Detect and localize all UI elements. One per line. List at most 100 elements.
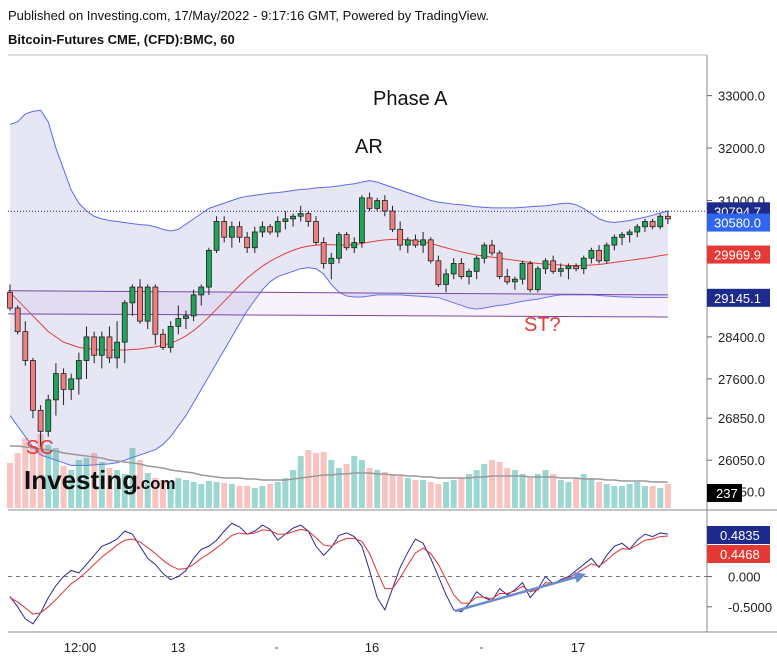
volume-bar xyxy=(443,482,450,508)
price-tag xyxy=(707,245,770,264)
candle-body xyxy=(512,278,518,283)
candle-body xyxy=(573,265,579,270)
candle-body xyxy=(343,234,350,249)
candle-body xyxy=(420,239,427,246)
volume-bar xyxy=(274,482,281,508)
volume-bar xyxy=(473,470,480,508)
volume-bar xyxy=(14,453,21,508)
volume-bar xyxy=(641,486,648,508)
volume-bar xyxy=(557,480,564,508)
x-tick-label: 12:00 xyxy=(64,640,97,655)
volume-bar xyxy=(626,484,633,508)
volume-bar xyxy=(320,452,327,508)
volume-bar xyxy=(121,474,128,508)
y-tick-label: 26050.0 xyxy=(718,453,765,468)
volume-bar xyxy=(366,468,373,508)
candle-body xyxy=(313,221,319,243)
candle-body xyxy=(596,249,602,262)
volume-bar xyxy=(305,450,312,508)
candle-body xyxy=(244,236,251,249)
candle-body xyxy=(358,197,365,243)
support-lines xyxy=(7,290,668,318)
logo-suffix: .com xyxy=(136,474,176,493)
candle-body xyxy=(381,200,388,212)
osc-tag xyxy=(707,545,770,563)
candle-body xyxy=(527,263,534,291)
price-tag-label: 30580.0 xyxy=(714,216,761,231)
volume-bar xyxy=(496,462,503,508)
candle-body xyxy=(282,218,289,222)
volume-bar xyxy=(649,486,656,508)
candle-body xyxy=(251,231,258,249)
volume-bar xyxy=(22,438,29,508)
volume-bar xyxy=(175,478,182,508)
volume-bar xyxy=(98,462,105,508)
volume-bar xyxy=(152,478,159,508)
volume-bar xyxy=(251,488,258,508)
candle-body xyxy=(91,336,98,356)
candle-body xyxy=(152,286,159,335)
y-tick-label: 33000.0 xyxy=(718,89,765,104)
volume-bar xyxy=(542,470,549,508)
candle-body xyxy=(550,260,557,272)
candle-body xyxy=(198,286,205,296)
price-tag xyxy=(707,288,770,307)
candle-body xyxy=(458,263,465,277)
candle-body xyxy=(267,226,274,233)
volume-bar xyxy=(221,483,228,508)
osc-tag-label: 0.4835 xyxy=(720,528,760,543)
bollinger-fill xyxy=(10,110,668,466)
candle-body xyxy=(435,260,442,285)
candle-body xyxy=(374,200,381,209)
candle-body xyxy=(183,315,189,319)
candle-body xyxy=(389,210,396,230)
volume-bar xyxy=(68,470,75,508)
volume-bar xyxy=(37,434,44,508)
volume-bar xyxy=(381,472,388,508)
volume-bar xyxy=(144,473,151,508)
candle-body xyxy=(611,236,618,246)
volume-bar xyxy=(29,446,36,508)
volume-bar xyxy=(435,484,442,508)
osc-tick-label: -0.5000 xyxy=(728,600,772,615)
candle-body xyxy=(397,228,404,246)
volume-bar xyxy=(611,486,618,508)
candle-body xyxy=(427,239,434,262)
candle-body xyxy=(236,226,243,238)
candle-body xyxy=(542,260,549,270)
candle-body xyxy=(30,360,36,411)
candle-body xyxy=(144,286,151,322)
axes: 33000.032000.031000.028400.027600.026850… xyxy=(64,89,772,655)
volume-bar xyxy=(412,480,419,508)
candle-body xyxy=(565,265,572,270)
volume-bar xyxy=(328,460,335,508)
volume-bar xyxy=(389,474,396,508)
volume-bar xyxy=(7,463,13,508)
volume-bar xyxy=(534,474,541,508)
x-tick-label: 16 xyxy=(365,640,379,655)
candle-body xyxy=(634,226,641,233)
candle-body xyxy=(83,336,90,361)
candle-body xyxy=(106,336,113,359)
candle-body xyxy=(160,333,166,348)
volume-bar xyxy=(603,484,610,508)
candle-body xyxy=(351,242,358,249)
candle-body xyxy=(649,221,656,228)
x-tick-label: 17 xyxy=(571,640,585,655)
candle-body xyxy=(53,373,59,401)
candle-body xyxy=(450,263,457,275)
candle-body xyxy=(228,226,235,238)
candle-body xyxy=(481,244,488,259)
volume-bar xyxy=(481,464,488,508)
volume-bar xyxy=(588,478,595,508)
volume-bar xyxy=(282,478,289,508)
volume-bar xyxy=(351,456,358,508)
candle-body xyxy=(7,291,13,309)
candle-body xyxy=(137,286,143,322)
candle-body xyxy=(473,257,480,272)
volume-bar xyxy=(297,456,304,508)
candle-body xyxy=(297,213,304,217)
oscillator-fast-line xyxy=(9,522,668,625)
candles xyxy=(7,192,671,448)
volume-bar xyxy=(205,481,212,508)
